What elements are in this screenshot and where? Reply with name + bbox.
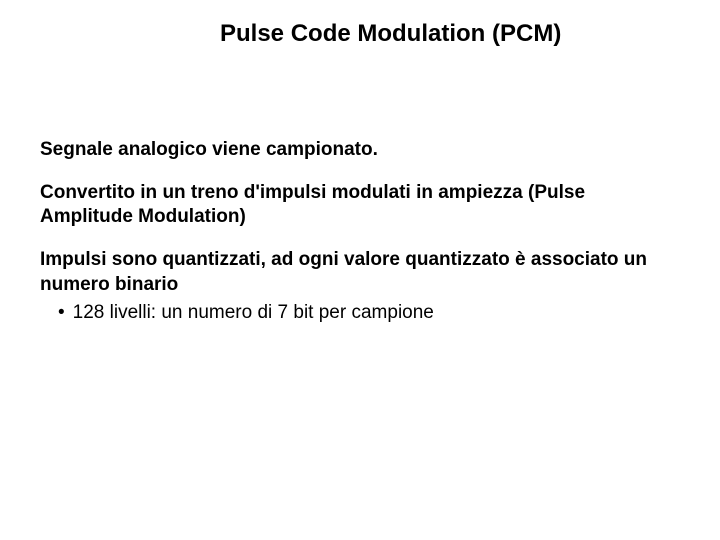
bullet-text-1: 128 livelli: un numero di 7 bit per camp… (73, 302, 434, 323)
paragraph-1: Segnale analogico viene campionato. (40, 138, 680, 163)
slide-title: Pulse Code Modulation (PCM) (220, 20, 680, 48)
slide-content: Segnale analogico viene campionato. Conv… (40, 138, 680, 326)
bullet-item-1: • 128 livelli: un numero di 7 bit per cam… (58, 301, 680, 326)
paragraph-3: Impulsi sono quantizzati, ad ogni valore… (40, 248, 680, 297)
bullet-dot-icon: • (58, 301, 65, 326)
paragraph-2: Convertito in un treno d'impulsi modulat… (40, 181, 680, 230)
